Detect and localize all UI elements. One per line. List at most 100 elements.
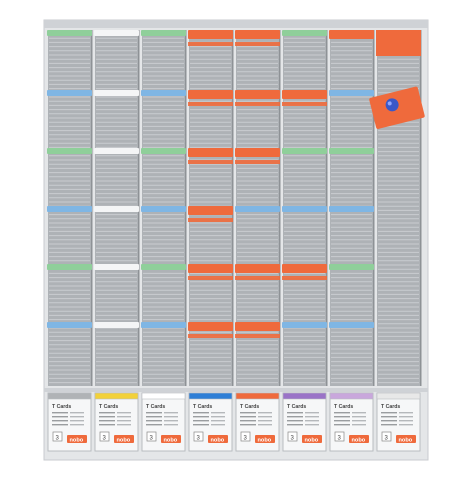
card-box-text-line	[146, 420, 162, 422]
card-box-text-line	[258, 412, 272, 414]
card-box-color-stripe	[47, 392, 92, 400]
row-header-card	[329, 264, 374, 270]
row-header-card	[329, 90, 374, 96]
row-header-card	[282, 264, 327, 273]
card-box-number-box	[193, 431, 204, 442]
card-box-text-line	[52, 412, 68, 414]
card-box-text-line	[193, 424, 209, 426]
row-header-card	[282, 148, 327, 154]
card-box-label: T Cards	[193, 404, 212, 410]
row-header-card	[235, 322, 280, 331]
card-box-text-line	[334, 412, 350, 414]
card-box-text-line	[193, 412, 209, 414]
card-box-number: 3	[150, 436, 154, 442]
card-box-text-line	[305, 412, 319, 414]
loose-t-card	[369, 86, 425, 129]
card-box-text-line	[99, 416, 115, 418]
row-card	[188, 276, 233, 280]
row-header-card	[329, 322, 374, 328]
card-box-text-line	[399, 420, 413, 422]
row-card	[235, 334, 280, 338]
card-box-text-line	[164, 420, 178, 422]
card-box-text-line	[352, 416, 366, 418]
card-box-text-line	[99, 412, 115, 414]
card-box-text-line	[211, 420, 225, 422]
card-box-text-line	[146, 416, 162, 418]
top-rail	[44, 20, 428, 28]
row-header-card	[94, 322, 139, 328]
nobo-logo	[396, 435, 416, 443]
card-box-text-line	[117, 416, 131, 418]
card-box-text-line	[240, 416, 256, 418]
row-header-card	[141, 90, 186, 96]
card-box-number: 3	[197, 436, 201, 442]
row-card	[235, 160, 280, 164]
card-box-text-line	[399, 412, 413, 414]
row-card	[282, 102, 327, 106]
row-header-card	[329, 206, 374, 212]
card-box-number-box	[52, 431, 63, 442]
row-header-card	[94, 206, 139, 212]
card-box-number: 3	[56, 436, 60, 442]
card-box-text-line	[99, 420, 115, 422]
magnet-highlight	[387, 101, 392, 106]
card-box-text-line	[211, 412, 225, 414]
row-header-card	[47, 264, 92, 270]
nobo-logo	[302, 435, 322, 443]
row-card	[235, 102, 280, 106]
card-box-number: 3	[103, 436, 107, 442]
card-box-number-box	[381, 431, 392, 442]
row-header-card	[94, 90, 139, 96]
card-box-text-line	[305, 424, 319, 426]
row-header-card	[235, 206, 280, 212]
nobo-logo	[208, 435, 228, 443]
card-box-text-line	[352, 420, 366, 422]
row-header-card	[329, 30, 374, 39]
card-box-text-line	[287, 420, 303, 422]
card-box-text-line	[258, 424, 272, 426]
card-box-label: T Cards	[381, 404, 400, 410]
card-box-number: 3	[338, 436, 342, 442]
card-box-text-line	[381, 416, 397, 418]
card-box-text-line	[258, 416, 272, 418]
card-box: T Cards 3 nobo	[47, 392, 92, 452]
card-box-text-line	[334, 416, 350, 418]
card-box-number: 3	[385, 436, 389, 442]
row-header-card	[47, 322, 92, 328]
card-box-text-line	[334, 420, 350, 422]
card-box-label: T Cards	[334, 404, 353, 410]
row-header-card	[94, 30, 139, 36]
card-box-text-line	[117, 420, 131, 422]
card-box-number: 3	[291, 436, 295, 442]
nobo-logo	[114, 435, 134, 443]
card-box-label: T Cards	[99, 404, 118, 410]
row-card	[235, 42, 280, 46]
card-box: T Cards 3 nobo	[282, 392, 327, 452]
row-header-card	[141, 30, 186, 36]
row-header-card	[188, 90, 233, 99]
card-box-label: T Cards	[52, 404, 71, 410]
row-header-card	[235, 148, 280, 157]
row-header-card	[282, 90, 327, 99]
row-header-card	[141, 264, 186, 270]
card-box-text-line	[146, 412, 162, 414]
nobo-logo-text: nobo	[211, 438, 225, 444]
column-shadow	[420, 30, 422, 386]
card-box-text-line	[381, 412, 397, 414]
row-header-card	[188, 264, 233, 273]
nobo-logo	[349, 435, 369, 443]
card-box-number-box	[99, 431, 110, 442]
card-box-text-line	[240, 412, 256, 414]
card-box-number: 3	[244, 436, 248, 442]
card-box-text-line	[258, 420, 272, 422]
card-box-text-line	[399, 416, 413, 418]
card-box-color-stripe	[329, 392, 374, 400]
row-header-card	[47, 148, 92, 154]
card-box-text-line	[287, 416, 303, 418]
card-box-text-line	[193, 416, 209, 418]
row-header-card	[188, 322, 233, 331]
nobo-logo-text: nobo	[399, 438, 413, 444]
card-box-color-stripe	[282, 392, 327, 400]
